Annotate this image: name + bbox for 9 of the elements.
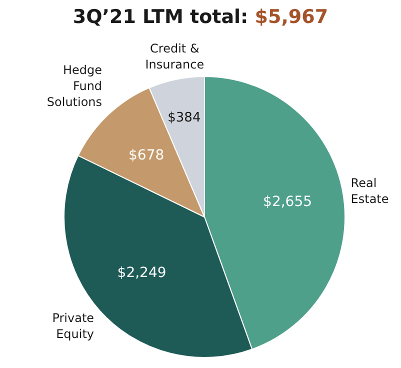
data-label: $678 [128,148,164,164]
slice-label: Hedge Fund Solutions [46,63,102,110]
chart-title: 3Q’21 LTM total: $5,967 [72,6,328,28]
slice-label: Private Equity [52,311,94,342]
data-label: $384 [168,110,201,126]
slice-label: Real Estate [350,176,389,206]
data-label: $2,249 [117,264,166,281]
data-label: $2,655 [263,194,312,210]
slice-label: Credit & Insurance [145,42,204,72]
